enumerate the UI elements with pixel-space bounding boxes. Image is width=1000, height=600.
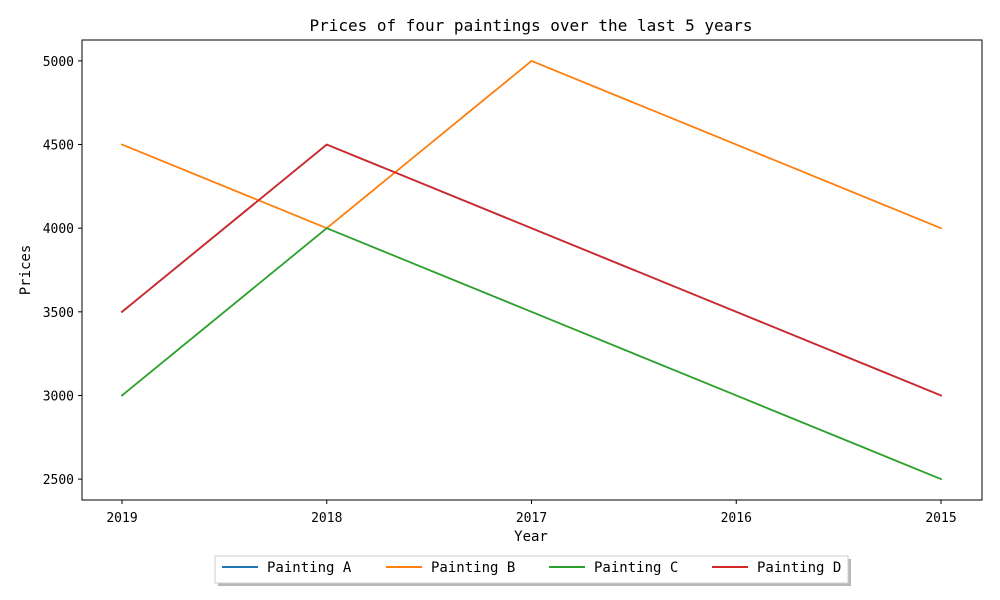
x-axis-label: Year bbox=[514, 529, 548, 545]
legend-items: Painting A Painting B Painting C Painting D bbox=[222, 560, 841, 576]
legend: Painting A Painting B Painting C Painting D bbox=[214, 555, 851, 586]
legend-label: Painting B bbox=[431, 560, 515, 576]
y-tick-label: 5000 bbox=[43, 55, 74, 70]
legend-label: Painting D bbox=[757, 560, 841, 576]
chart-title: Prices of four paintings over the last 5… bbox=[309, 16, 752, 35]
series-line-painting-d bbox=[120, 143, 943, 397]
x-tick-label: 2015 bbox=[925, 511, 956, 526]
legend-label: Painting A bbox=[267, 560, 352, 576]
y-tick-label: 3500 bbox=[43, 306, 74, 321]
x-axis-ticks: 2019 2018 2017 2016 2015 bbox=[106, 500, 957, 526]
plot-area bbox=[81, 39, 983, 501]
series-line-painting-c bbox=[120, 227, 943, 481]
legend-frame bbox=[214, 555, 849, 584]
y-tick-label: 3000 bbox=[43, 389, 74, 404]
legend-label: Painting C bbox=[594, 560, 678, 576]
x-tick-label: 2018 bbox=[311, 511, 342, 526]
series-lines bbox=[120, 60, 943, 481]
y-tick-label: 4000 bbox=[43, 222, 74, 237]
x-tick-label: 2019 bbox=[106, 511, 137, 526]
y-tick-label: 4500 bbox=[43, 139, 74, 154]
y-tick-label: 2500 bbox=[43, 473, 74, 488]
y-axis-label: Prices bbox=[18, 245, 34, 296]
x-tick-label: 2017 bbox=[516, 511, 547, 526]
x-tick-label: 2016 bbox=[721, 511, 752, 526]
y-axis-ticks: 2500 3000 3500 4000 4500 5000 bbox=[43, 55, 82, 488]
